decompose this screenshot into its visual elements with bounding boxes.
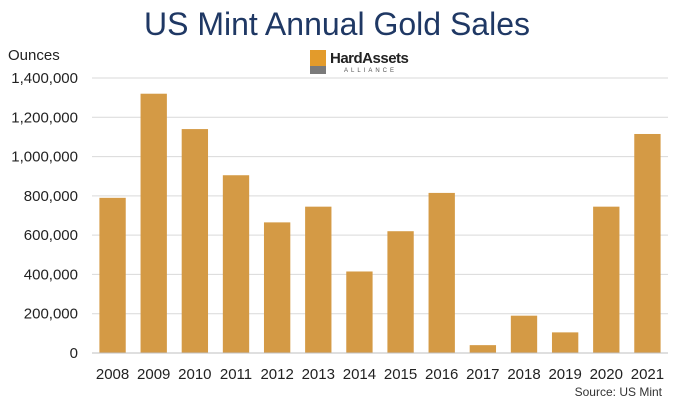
- chart-title: US Mint Annual Gold Sales: [144, 6, 530, 42]
- gridlines: [92, 77, 668, 315]
- bar-2011: [222, 175, 250, 353]
- x-tick-label: 2021: [631, 366, 664, 383]
- x-tick-label: 2018: [507, 366, 540, 383]
- x-tick-label: 2011: [220, 366, 252, 383]
- bars: [99, 93, 661, 353]
- x-tick-label: 2020: [590, 366, 623, 383]
- logo-mark-icon: [310, 50, 326, 74]
- x-tick-label: 2012: [260, 366, 293, 383]
- y-tick-label: 1,400,000: [11, 70, 78, 87]
- bar-2008: [99, 197, 126, 353]
- bar-2020: [593, 206, 620, 353]
- x-tick-label: 2015: [384, 366, 417, 383]
- bar-2015: [387, 231, 414, 353]
- bar-2009: [140, 93, 167, 353]
- y-tick-label: 800,000: [24, 188, 78, 205]
- y-tick-label: 0: [70, 345, 78, 362]
- y-tick-label: 400,000: [24, 266, 78, 283]
- y-axis-ticks: 0 200,000 400,000 600,000 800,000 1,000,000 1,…: [11, 70, 78, 362]
- x-tick-label: 2008: [96, 366, 129, 383]
- x-tick-label: 2017: [466, 366, 499, 383]
- y-tick-label: 600,000: [24, 227, 78, 244]
- hard-assets-logo: HardAssets ALLIANCE: [310, 50, 420, 78]
- x-tick-label: 2013: [302, 366, 335, 383]
- bar-2014: [346, 271, 373, 353]
- bar-2012: [263, 222, 291, 353]
- x-tick-label: 2009: [137, 366, 170, 383]
- x-tick-label: 2016: [425, 366, 458, 383]
- x-tick-label: 2019: [548, 366, 581, 383]
- y-tick-label: 1,000,000: [11, 149, 78, 166]
- source-note: Source: US Mint: [574, 385, 662, 399]
- bar-2019: [551, 332, 579, 353]
- y-tick-label: 200,000: [24, 306, 78, 323]
- y-axis-label: Ounces: [8, 47, 60, 64]
- logo-name: HardAssets: [330, 50, 409, 67]
- logo-subtitle: ALLIANCE: [344, 68, 398, 74]
- x-tick-label: 2014: [343, 366, 376, 383]
- bar-2013: [305, 206, 332, 353]
- bar-2017: [469, 345, 497, 353]
- bar-2016: [428, 192, 455, 353]
- x-tick-label: 2010: [178, 366, 211, 383]
- bar-2021: [634, 133, 661, 353]
- y-tick-label: 1,200,000: [11, 109, 78, 126]
- bar-2010: [181, 129, 209, 353]
- x-axis-ticks: 2008 2009 2010 2011 2012 2013 2014 2015 2016 2017…: [96, 366, 664, 383]
- bar-2018: [510, 315, 538, 353]
